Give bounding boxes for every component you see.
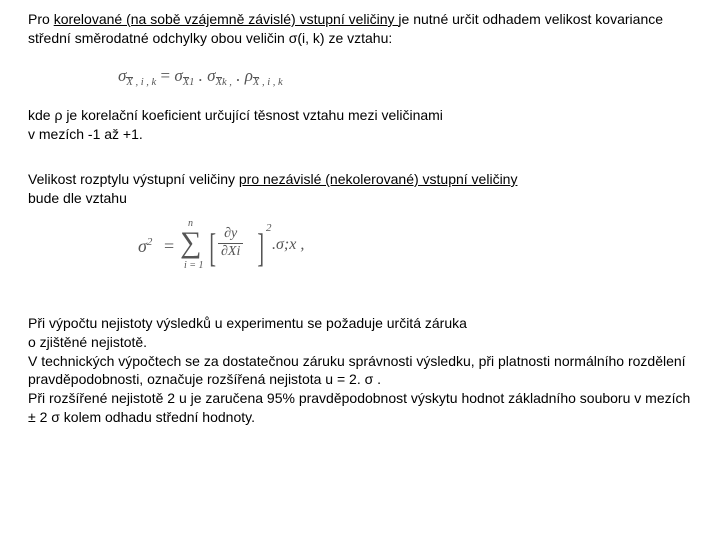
f2-sum: ∑ <box>180 226 201 260</box>
f2-den-sub: i <box>236 244 240 259</box>
f2-sigma-sup: 2 <box>147 236 153 248</box>
f2-num: ∂y <box>218 226 243 244</box>
formula-2: σ2 = ∑ n i = 1 [ ∂y ∂Xi ] 2 .σ;x , <box>138 222 692 274</box>
p4-l2: o zjištěné nejistotě. <box>28 334 147 350</box>
para-1: Pro korelované (na sobě vzájemně závislé… <box>28 10 692 48</box>
f2-tail: .σ;x , <box>272 236 304 254</box>
p4-l1: Při výpočtu nejistoty výsledků u experim… <box>28 315 467 331</box>
p3-t2: bude dle vztahu <box>28 190 127 206</box>
p1-under: korelované (na sobě vzájemně závislé) vs… <box>54 11 399 27</box>
para-4: Při výpočtu nejistoty výsledků u experim… <box>28 314 692 427</box>
f2-den-d: ∂X <box>221 244 236 259</box>
p3-under: pro nezávislé (nekolerované) vstupní vel… <box>239 171 518 187</box>
f2-eq: = <box>164 236 174 257</box>
f2-pow2: 2 <box>266 222 272 234</box>
formula-1: σX , i , k = σX1 . σXk , . ρX , i , k <box>118 66 283 85</box>
formula-1-block: σX , i , k = σX1 . σXk , . ρX , i , k <box>28 48 692 106</box>
p3-t1: Velikost rozptylu výstupní veličiny <box>28 171 239 187</box>
p1-t1: Pro <box>28 11 54 27</box>
p2-l2: v mezích -1 až +1. <box>28 126 143 142</box>
para-3: Velikost rozptylu výstupní veličiny pro … <box>28 170 692 208</box>
f2-sumbot: i = 1 <box>184 260 204 271</box>
f2-lbrack: [ <box>209 224 216 271</box>
f2-frac: ∂y ∂Xi <box>218 226 243 261</box>
f2-sigma: σ <box>138 236 147 256</box>
para-2: kde ρ je korelační koeficient určující t… <box>28 106 692 144</box>
p2-l1: kde ρ je korelační koeficient určující t… <box>28 107 443 123</box>
p4-l4: Při rozšířené nejistotě 2 u je zaručena … <box>28 390 690 425</box>
p4-l3: V technických výpočtech se za dostatečno… <box>28 353 686 388</box>
formula-2-block: σ2 = ∑ n i = 1 [ ∂y ∂Xi ] 2 .σ;x , <box>28 208 692 288</box>
f2-sumtop: n <box>188 218 193 229</box>
f2-rbrack: ] <box>257 224 264 271</box>
